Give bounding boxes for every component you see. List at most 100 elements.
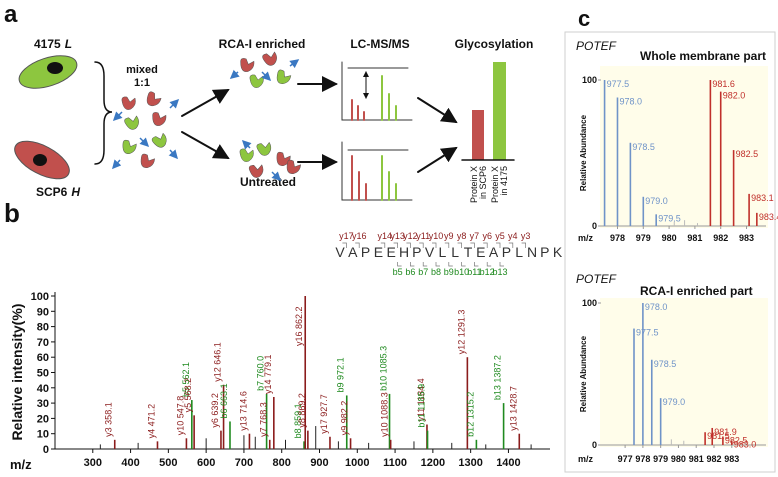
y-ion-label: y10 bbox=[429, 231, 444, 241]
x-tick-label: 800 bbox=[273, 457, 291, 469]
y-tick-label: 100 bbox=[31, 291, 49, 303]
marker-arrow bbox=[112, 159, 122, 170]
protein-shape bbox=[256, 141, 272, 156]
peak-label: 982.5 bbox=[725, 435, 748, 445]
bar-label: in 4175 bbox=[499, 166, 509, 196]
residue: A bbox=[348, 244, 358, 260]
residue: A bbox=[489, 244, 499, 260]
panel-label: c bbox=[578, 6, 590, 31]
mix-ratio: 1:1 bbox=[134, 77, 150, 89]
y-tick-label: 40 bbox=[37, 383, 49, 395]
peak-label: y17 927.7 bbox=[319, 394, 329, 434]
residue: P bbox=[540, 244, 549, 260]
residue: V bbox=[335, 244, 345, 260]
residue: V bbox=[425, 244, 435, 260]
residue: L bbox=[451, 244, 459, 260]
peak-label: 983.4 bbox=[759, 212, 778, 222]
residue: N bbox=[527, 244, 537, 260]
cell-label: SCP6 H bbox=[36, 185, 80, 199]
peak-label: y13 1428.7 bbox=[508, 386, 518, 431]
y-ion-label: y17 bbox=[339, 231, 354, 241]
bar-label: Protein X bbox=[469, 166, 479, 203]
y-ion-label: y16 bbox=[352, 231, 367, 241]
marker-arrow bbox=[112, 111, 123, 122]
residue: H bbox=[399, 244, 409, 260]
y-ion-label: y6 bbox=[482, 231, 492, 241]
protein bbox=[140, 153, 155, 168]
y-ion-bracket bbox=[380, 242, 386, 248]
y-tick-label: 60 bbox=[37, 352, 49, 364]
residue: E bbox=[476, 244, 485, 260]
spectrum-title: Whole membrane part bbox=[640, 49, 766, 63]
x-axis-label: m/z bbox=[578, 233, 594, 243]
peak-label: 979.0 bbox=[645, 196, 668, 206]
protein bbox=[146, 91, 162, 107]
protein bbox=[249, 74, 264, 88]
peak-label: b6 663.1 bbox=[219, 383, 229, 418]
residue: K bbox=[553, 244, 563, 260]
x-tick-label: 300 bbox=[84, 457, 102, 469]
y-axis-label: Relative Abundance bbox=[579, 114, 588, 191]
x-tick-label: 1300 bbox=[458, 457, 482, 469]
x-tick-label: 981 bbox=[687, 233, 702, 243]
protein-shape bbox=[240, 58, 255, 72]
y-ion-bracket bbox=[406, 242, 411, 248]
schematic bbox=[14, 55, 515, 201]
peak-label: 977.5 bbox=[636, 328, 659, 338]
sample-name: POTEF bbox=[576, 39, 617, 53]
residue: P bbox=[412, 244, 421, 260]
mix-label: mixed bbox=[126, 64, 158, 76]
y-ion-bracket bbox=[393, 242, 398, 248]
protein-shape bbox=[121, 96, 136, 110]
protein-shape bbox=[276, 69, 292, 85]
protein-shape bbox=[248, 164, 264, 178]
x-tick-label: 1200 bbox=[421, 457, 445, 469]
residue: L bbox=[439, 244, 447, 260]
peak-label: b5 562.1 bbox=[181, 362, 191, 397]
y-ion-label: y3 bbox=[521, 231, 531, 241]
protein bbox=[121, 96, 136, 110]
y-ion-bracket bbox=[457, 242, 462, 248]
protein-shape bbox=[146, 91, 162, 107]
peak-label: 981.9 bbox=[714, 427, 737, 437]
b-ion-label: b13 bbox=[492, 267, 507, 277]
y-axis-label: Relative intensity(%) bbox=[9, 304, 25, 441]
bar-label: in SCP6 bbox=[478, 166, 488, 199]
x-tick-label: 400 bbox=[121, 457, 139, 469]
peak-label: b11 1185.9 bbox=[417, 384, 427, 428]
peak-label: y9 982.2 bbox=[340, 401, 350, 436]
peak-label: b10 1085.3 bbox=[379, 346, 389, 391]
x-tick-label: 982 bbox=[713, 233, 728, 243]
peak-label: 978.5 bbox=[654, 359, 677, 369]
marker-arrow bbox=[289, 59, 300, 69]
x-tick-label: 1400 bbox=[496, 457, 520, 469]
protein bbox=[124, 115, 139, 130]
b-ion-label: b8 bbox=[431, 267, 441, 277]
protein-shape bbox=[124, 115, 139, 130]
protein-shape bbox=[286, 159, 301, 174]
cell-label: 4175 L bbox=[34, 37, 72, 51]
sample-name: POTEF bbox=[576, 272, 617, 286]
protein-shape bbox=[249, 74, 264, 88]
b-ion-label: b5 bbox=[393, 267, 403, 277]
peak-label: 978.5 bbox=[632, 142, 655, 152]
x-tick-label: 1100 bbox=[383, 457, 407, 469]
panel-label: b bbox=[4, 198, 20, 228]
x-tick-label: 600 bbox=[197, 457, 215, 469]
protein bbox=[248, 164, 264, 178]
peak-label: y4 471.2 bbox=[146, 404, 156, 439]
y-ion-label: y13 bbox=[390, 231, 405, 241]
x-tick-label: 978 bbox=[635, 454, 650, 464]
protein bbox=[256, 141, 272, 156]
y-ion-bracket bbox=[342, 242, 347, 248]
peak-label: 982.5 bbox=[736, 149, 759, 159]
peak-label: y12 1291.3 bbox=[456, 310, 466, 355]
peak-label: y8 869.2 bbox=[297, 393, 307, 428]
x-tick-label: 978 bbox=[610, 233, 625, 243]
protein bbox=[286, 159, 301, 174]
bar-label: Protein X bbox=[490, 166, 500, 203]
peak-label: y14 779.1 bbox=[263, 354, 273, 394]
b-ion-label: b6 bbox=[405, 267, 415, 277]
residue: P bbox=[361, 244, 370, 260]
